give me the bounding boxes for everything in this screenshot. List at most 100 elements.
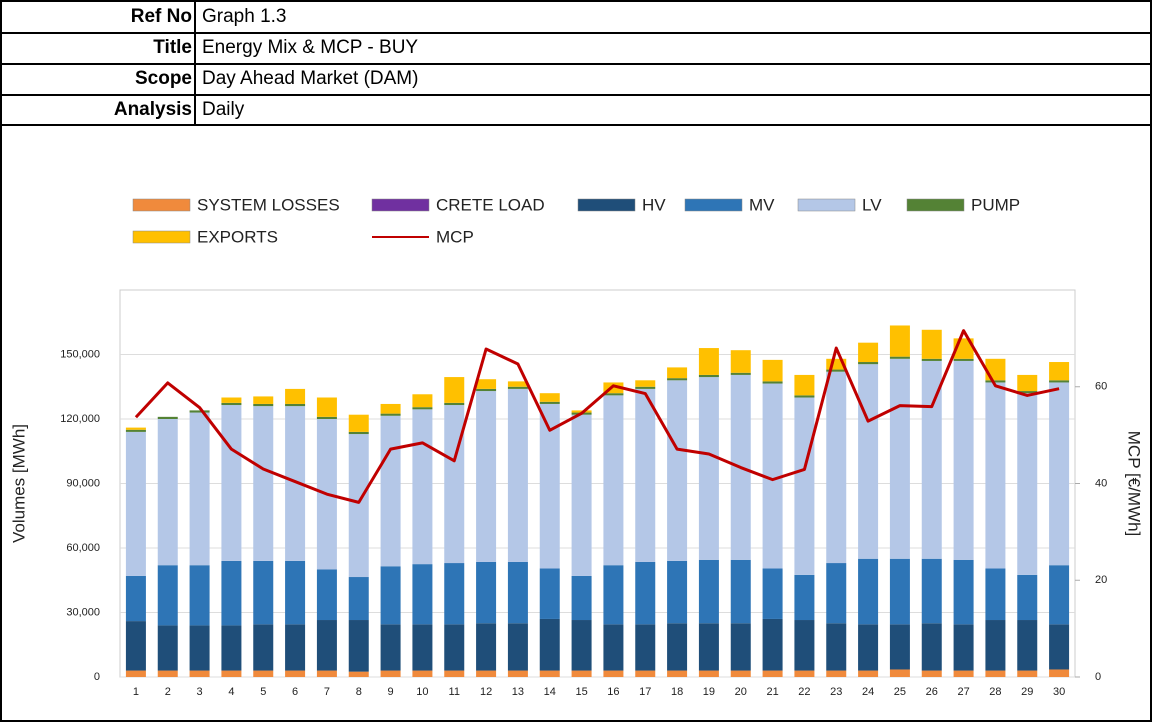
bar bbox=[412, 670, 433, 677]
bar bbox=[476, 670, 497, 677]
bar bbox=[858, 342, 879, 363]
row-label: Analysis bbox=[2, 95, 196, 125]
bar bbox=[380, 566, 401, 625]
row: Title Energy Mix & MCP - BUY bbox=[2, 33, 1150, 65]
bar bbox=[953, 670, 974, 677]
x-tick-label: 7 bbox=[324, 686, 330, 698]
bar bbox=[762, 381, 783, 384]
x-tick-label: 18 bbox=[671, 686, 683, 698]
bar bbox=[316, 416, 337, 419]
bar bbox=[985, 380, 1006, 383]
bar bbox=[889, 669, 910, 677]
bar bbox=[985, 358, 1006, 381]
bar bbox=[1049, 380, 1070, 383]
bar bbox=[221, 670, 242, 677]
bar bbox=[985, 382, 1006, 569]
mcp-line bbox=[134, 329, 1060, 504]
x-tick-label: 16 bbox=[607, 686, 619, 698]
bar bbox=[858, 624, 879, 671]
bar bbox=[1049, 624, 1070, 670]
row-value: Energy Mix & MCP - BUY bbox=[202, 37, 419, 58]
bar bbox=[189, 670, 210, 677]
bar bbox=[794, 670, 815, 677]
bar bbox=[507, 670, 528, 677]
bar bbox=[1049, 382, 1070, 566]
legend-swatch bbox=[906, 198, 965, 212]
bar bbox=[794, 574, 815, 621]
bar bbox=[285, 388, 306, 404]
bar bbox=[444, 377, 465, 403]
bar bbox=[476, 623, 497, 671]
y-tick-label: 30,000 bbox=[66, 606, 100, 618]
bar bbox=[316, 670, 337, 677]
bar bbox=[157, 419, 178, 566]
legend-swatch bbox=[577, 198, 636, 212]
bar bbox=[412, 624, 433, 671]
y-tick-label: 120,000 bbox=[60, 413, 100, 425]
bar bbox=[253, 406, 274, 561]
bar bbox=[889, 624, 910, 670]
y2-tick-label: 60 bbox=[1095, 381, 1107, 393]
bar bbox=[412, 564, 433, 625]
bar bbox=[221, 402, 242, 406]
bar bbox=[762, 670, 783, 677]
x-tick-label: 10 bbox=[416, 686, 428, 698]
bar bbox=[507, 381, 528, 387]
legend-label: PUMP bbox=[971, 195, 1020, 214]
bar bbox=[635, 380, 656, 387]
bar bbox=[698, 374, 719, 378]
y2-tick-label: 40 bbox=[1095, 477, 1107, 489]
bar bbox=[667, 380, 688, 561]
bar bbox=[603, 565, 624, 625]
bar bbox=[762, 359, 783, 382]
row-value: Graph 1.3 bbox=[202, 6, 287, 27]
bar bbox=[953, 360, 974, 560]
bar bbox=[858, 558, 879, 625]
bar bbox=[221, 560, 242, 626]
bar bbox=[698, 670, 719, 677]
bar bbox=[285, 406, 306, 561]
bar bbox=[348, 434, 369, 578]
legend-label: LV bbox=[862, 195, 882, 214]
bar bbox=[667, 623, 688, 671]
x-tick-label: 5 bbox=[260, 686, 266, 698]
bar bbox=[380, 403, 401, 414]
row-label: Title bbox=[2, 33, 196, 63]
bar bbox=[667, 378, 688, 381]
bar bbox=[316, 620, 337, 671]
y-tick-label: 150,000 bbox=[60, 348, 100, 360]
bar bbox=[412, 407, 433, 410]
bar bbox=[253, 624, 274, 671]
y-tick-label: 0 bbox=[94, 671, 100, 683]
legend-swatch bbox=[684, 198, 743, 212]
bar bbox=[380, 413, 401, 416]
bar bbox=[762, 618, 783, 671]
bar bbox=[189, 412, 210, 566]
bar bbox=[1049, 362, 1070, 381]
bar bbox=[539, 618, 560, 671]
bar bbox=[157, 565, 178, 626]
bar bbox=[507, 561, 528, 624]
bar bbox=[348, 414, 369, 432]
bar bbox=[826, 369, 847, 372]
x-tick-label: 14 bbox=[544, 686, 556, 698]
legend-label: CRETE LOAD bbox=[436, 195, 545, 214]
bar bbox=[444, 405, 465, 564]
bar bbox=[253, 560, 274, 625]
x-tick-label: 13 bbox=[512, 686, 524, 698]
bar bbox=[794, 620, 815, 671]
bar bbox=[1049, 565, 1070, 625]
x-tick-label: 25 bbox=[894, 686, 906, 698]
bar bbox=[1017, 574, 1038, 621]
bar bbox=[889, 558, 910, 625]
bar bbox=[762, 568, 783, 619]
bar bbox=[316, 569, 337, 621]
row-label: Scope bbox=[2, 64, 196, 94]
x-tick-label: 28 bbox=[989, 686, 1001, 698]
legend-swatch bbox=[132, 198, 191, 212]
bar bbox=[476, 561, 497, 624]
legend-swatch bbox=[371, 198, 430, 212]
bar bbox=[189, 565, 210, 626]
row-value: Daily bbox=[202, 99, 245, 120]
